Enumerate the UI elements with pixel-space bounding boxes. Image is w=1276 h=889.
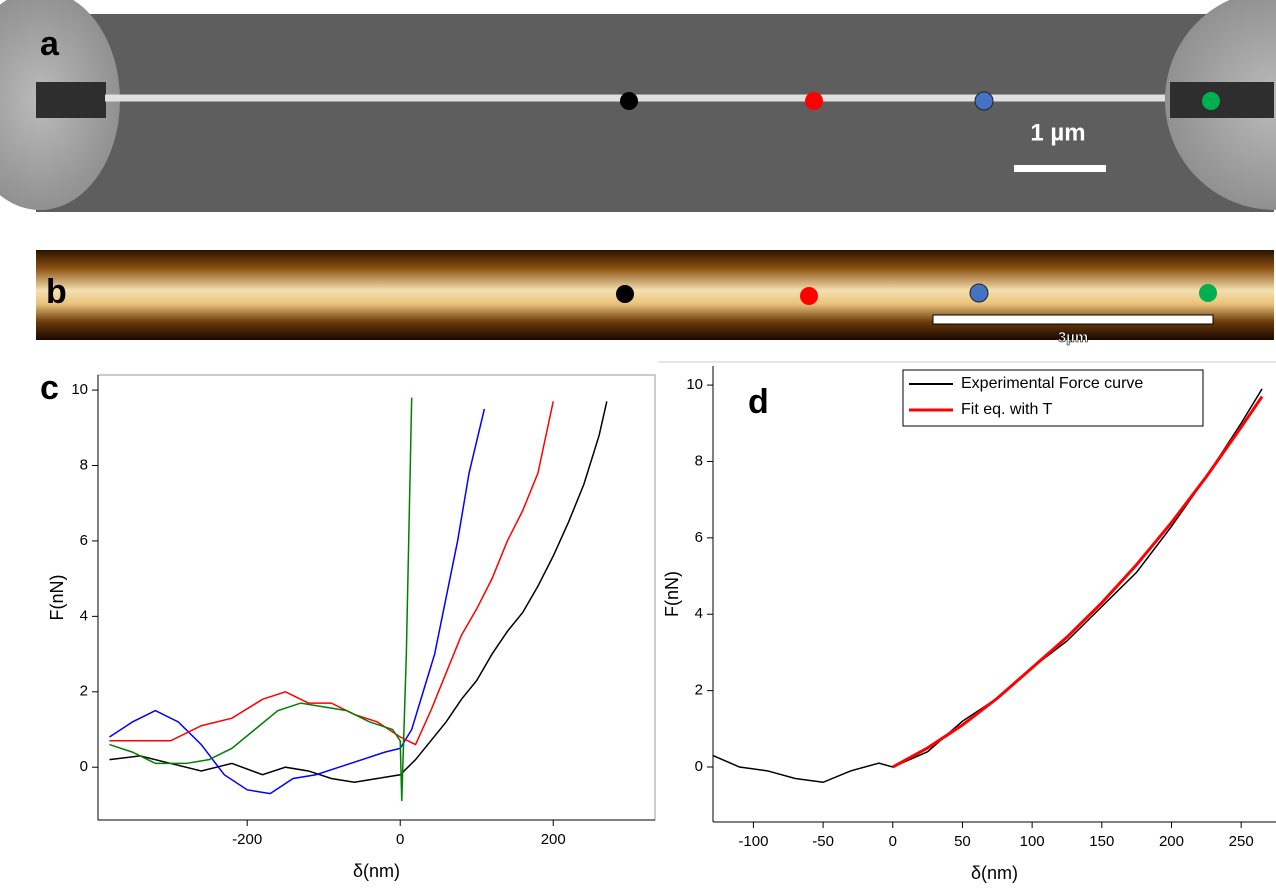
marker (969, 283, 989, 303)
x-tick-label: 250 (1229, 833, 1254, 850)
scale-label: 3µm (1058, 329, 1088, 346)
legend-label: Fit eq. with T (961, 401, 1053, 418)
x-tick-label: 200 (541, 831, 566, 848)
scale-label: 1 µm (1030, 119, 1085, 146)
x-tick-label: -200 (232, 831, 262, 848)
data-line (109, 408, 486, 795)
y-tick-label: 4 (695, 605, 703, 622)
scale-bar (932, 314, 1214, 325)
panel-label: a (40, 25, 60, 63)
plot-frame (97, 374, 656, 821)
x-tick-label: 50 (954, 833, 971, 850)
marker (1199, 284, 1217, 302)
x-tick-label: 0 (889, 833, 897, 850)
afm-image (36, 250, 1274, 340)
marker (805, 92, 823, 110)
y-tick-label: 4 (80, 607, 88, 624)
data-line (892, 395, 1264, 769)
marker (1202, 92, 1220, 110)
shadow (1170, 82, 1274, 118)
y-tick-label: 6 (695, 529, 703, 546)
data-line (109, 397, 413, 802)
legend-label: Experimental Force curve (961, 375, 1143, 392)
panel-label: b (46, 273, 67, 311)
x-tick-label: 100 (1020, 833, 1045, 850)
x-tick-label: 0 (396, 831, 404, 848)
x-axis-label: δ(nm) (971, 863, 1018, 883)
y-tick-label: 10 (686, 376, 703, 393)
y-tick-label: 10 (71, 381, 88, 398)
y-tick-label: 0 (695, 758, 703, 775)
y-tick-label: 8 (695, 452, 703, 469)
x-tick-label: 150 (1089, 833, 1114, 850)
y-tick-label: 6 (80, 532, 88, 549)
marker (800, 287, 818, 305)
marker (616, 285, 634, 303)
marker (620, 92, 638, 110)
x-tick-label: -50 (812, 833, 834, 850)
panel-b: 3µm b (36, 250, 1274, 346)
panel-a: 1 µm a (0, 0, 1276, 212)
marker (974, 91, 994, 111)
x-axis-label: δ(nm) (353, 861, 400, 881)
y-tick-label: 8 (80, 456, 88, 473)
panel-label: c (40, 369, 59, 407)
y-tick-label: 0 (80, 758, 88, 775)
legend-box (902, 369, 1204, 427)
x-tick-label: -100 (738, 833, 768, 850)
data-line (712, 388, 1263, 784)
x-tick-label: 200 (1159, 833, 1184, 850)
data-line (109, 401, 608, 784)
panel-label: d (748, 383, 769, 421)
y-axis-label: F(nN) (47, 575, 67, 621)
shadow (36, 82, 106, 118)
y-axis-label: F(nN) (662, 571, 682, 617)
scale-bar (1014, 165, 1106, 172)
y-tick-label: 2 (695, 682, 703, 699)
sem-image (36, 14, 1274, 212)
y-tick-label: 2 (80, 683, 88, 700)
data-line (109, 401, 554, 746)
